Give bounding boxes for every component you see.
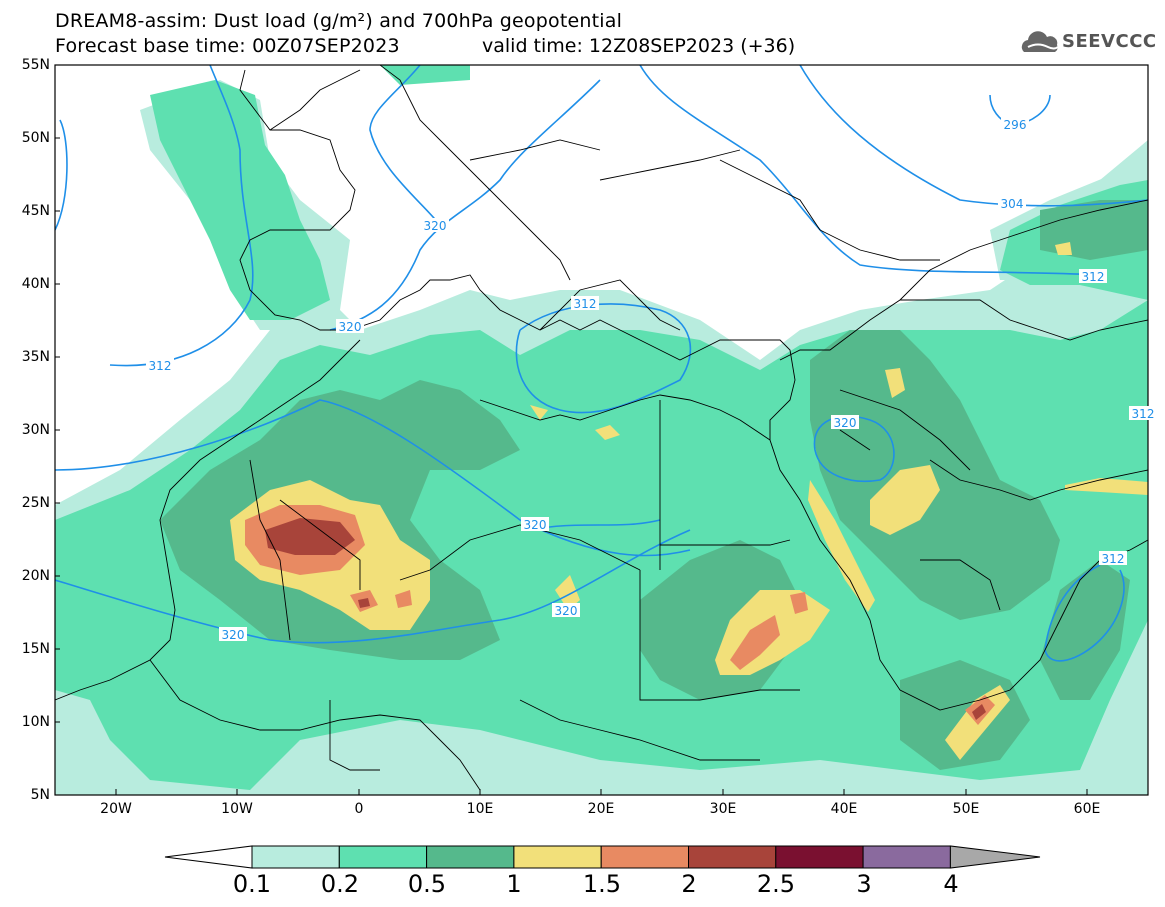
contour-label-bg [1099, 551, 1127, 565]
colorbar-segment [426, 845, 515, 869]
contour-label-bg [1129, 406, 1157, 420]
lat-label: 15N [21, 641, 50, 657]
colorbar-segment [600, 845, 690, 869]
contour-label: 312 [149, 359, 172, 373]
lat-label: 20N [21, 568, 50, 584]
colorbar-segment [338, 845, 428, 869]
geopotential-contours [55, 65, 1148, 662]
colorbar-label: 4 [943, 870, 959, 898]
colorbar-segment [688, 845, 777, 869]
lon-label: 60E [1073, 801, 1101, 817]
colorbar-label: 3 [856, 870, 872, 898]
contour-label-bg [521, 517, 549, 531]
lat-label: 10N [21, 714, 50, 730]
lat-label: 55N [21, 57, 50, 73]
lat-label: 30N [21, 422, 50, 438]
cloud-icon [1021, 31, 1059, 52]
contour-label-bg [146, 358, 174, 372]
colorbar-min-arrow [164, 845, 253, 869]
contour-label: 320 [834, 416, 857, 430]
colorbar-segment [513, 845, 602, 869]
map-title: DREAM8-assim: Dust load (g/m²) and 700hP… [55, 10, 623, 32]
valid-time: valid time: 12Z08SEP2023 (+36) [482, 35, 796, 57]
contour-label: 320 [424, 219, 447, 233]
colorbar-label: 1.5 [582, 870, 622, 898]
lon-label: 0 [354, 801, 364, 817]
colorbar-segment [251, 845, 340, 869]
logo-text: SEEVCCC [1062, 31, 1157, 52]
lon-label: 50E [952, 801, 980, 817]
contour-label: 304 [1001, 197, 1024, 211]
lat-label: 50N [21, 130, 50, 146]
contour-label: 320 [524, 518, 547, 532]
contour-label-bg [336, 319, 364, 333]
contour-label: 296 [1004, 118, 1027, 132]
lon-label: 40E [830, 801, 858, 817]
lat-label: 25N [21, 495, 50, 511]
colorbar [164, 845, 1041, 869]
contour-label-bg [552, 603, 580, 617]
contour-label-bg [1001, 117, 1029, 131]
lon-label: 20W [100, 801, 132, 817]
lat-label: 40N [21, 276, 50, 292]
contour-label-bg [1079, 269, 1107, 283]
coastlines [55, 65, 1148, 791]
lat-label: 45N [21, 203, 50, 219]
lon-label: 20E [587, 801, 615, 817]
contour-label: 320 [339, 320, 362, 334]
colorbar-label: 2 [681, 870, 697, 898]
contour-label-bg [571, 296, 599, 310]
contour-label-bg [998, 196, 1026, 210]
colorbar-segment [775, 845, 864, 869]
colorbar-label: 1 [506, 870, 522, 898]
contour-labels: 312 320 320 312 320 320 320 312 304 296 312 320 312 [146, 117, 1157, 642]
colorbar-segment [862, 845, 951, 869]
colorbar-label: 0.2 [320, 870, 360, 898]
contour-label-bg [219, 627, 247, 641]
colorbar-max-arrow [949, 845, 1041, 869]
lon-label: 30E [709, 801, 737, 817]
lat-label: 35N [21, 349, 50, 365]
colorbar-label: 0.5 [407, 870, 447, 898]
lon-label: 10E [466, 801, 494, 817]
lon-label: 10W [221, 801, 253, 817]
contour-label: 312 [1132, 407, 1155, 421]
contour-label-bg [831, 415, 859, 429]
contour-label: 320 [555, 604, 578, 618]
contour-label-bg [421, 218, 449, 232]
colorbar-label: 2.5 [756, 870, 796, 898]
forecast-base-time: Forecast base time: 00Z07SEP2023 [55, 35, 400, 57]
contour-label: 312 [1102, 552, 1125, 566]
axis-ticks [55, 64, 1088, 795]
colorbar-label: 0.1 [232, 870, 272, 898]
dust-level-2 [265, 518, 986, 720]
contour-label: 312 [574, 297, 597, 311]
contour-label: 312 [1082, 270, 1105, 284]
contour-label: 320 [222, 628, 245, 642]
lat-label: 5N [30, 787, 50, 803]
